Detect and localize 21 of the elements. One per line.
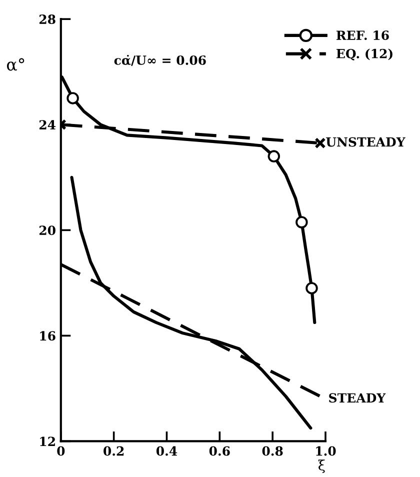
x-tick-label: 0: [57, 446, 65, 456]
y-tick-label: 28: [39, 14, 56, 24]
point: [268, 150, 280, 162]
legend-label: REF. 16: [336, 30, 389, 40]
y-axis-title: α°: [6, 58, 24, 71]
x-tick-label: 0.4: [156, 446, 178, 456]
annotation: STEADY: [329, 393, 386, 403]
x-tick-label: 1.0: [316, 446, 336, 456]
y-tick-label: 20: [39, 226, 56, 236]
point: [296, 216, 308, 228]
x-tick-label: 0.6: [209, 446, 230, 456]
y-tick-label: 12: [40, 436, 55, 446]
annotation: cα̇/U∞ = 0.06: [114, 54, 206, 66]
x-tick-label: 0.8: [262, 446, 283, 456]
x-tick-label: 0.2: [104, 446, 124, 456]
annotation: UNSTEADY: [326, 137, 406, 147]
y-tick-label: 16: [40, 331, 56, 341]
x-axis-title: ξ: [318, 460, 325, 474]
y-tick-label: 24: [39, 120, 56, 130]
point: [306, 282, 318, 294]
legend-label: EQ. (12): [336, 48, 392, 60]
